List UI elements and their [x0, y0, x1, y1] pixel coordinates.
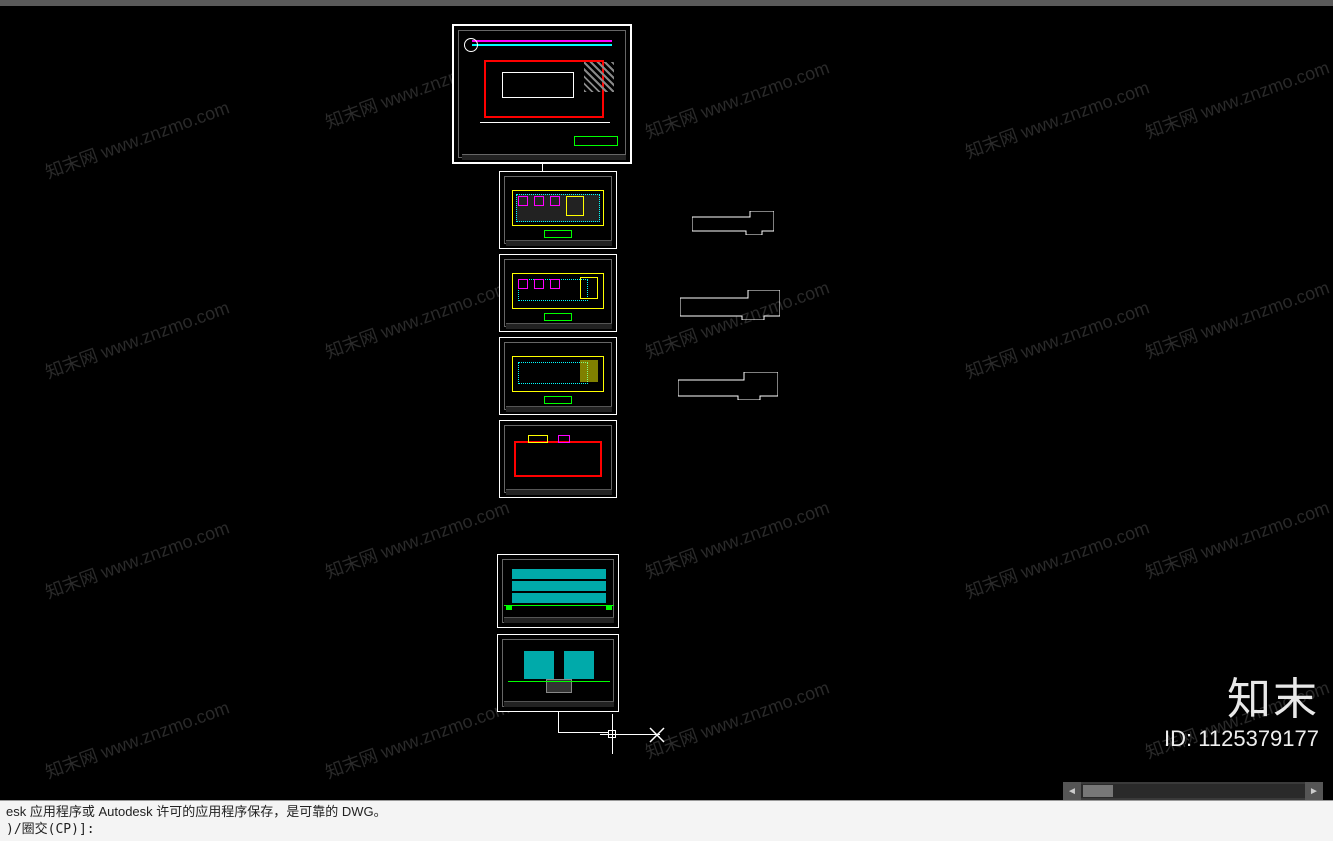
plan-room [534, 279, 544, 289]
scroll-left-button[interactable]: ◄ [1063, 782, 1081, 800]
roof-outline [514, 441, 602, 477]
command-history-line: esk 应用程序或 Autodesk 许可的应用程序保存，是可靠的 DWG。 [6, 803, 1327, 821]
site-building-core [502, 72, 574, 98]
site-hatch [584, 62, 614, 92]
watermark-text: 知末网 www.znzmo.com [1141, 274, 1332, 365]
site-boundary [480, 122, 610, 123]
mass-outline-2 [680, 290, 780, 320]
sheet-floor-plan-2[interactable] [499, 254, 617, 332]
chevron-right-icon: ► [1309, 786, 1319, 797]
watermark-text: 知末网 www.znzmo.com [41, 94, 232, 185]
watermark-text: 知末网 www.znzmo.com [1141, 54, 1332, 145]
watermark-text: 知末网 www.znzmo.com [41, 294, 232, 385]
mass-outline-1 [692, 211, 774, 235]
mass-outline-svg [692, 211, 774, 235]
elev-floor-band [512, 581, 606, 591]
chevron-left-icon: ◄ [1067, 786, 1077, 797]
scrollbar-thumb[interactable] [1083, 785, 1113, 797]
plan-rooms [518, 362, 588, 384]
site-road-line [472, 40, 612, 42]
watermark-text: 知末网 www.znzmo.com [961, 74, 1152, 165]
drawing-canvas-wrap: 知末网 www.znzmo.com知末网 www.znzmo.com知末网 ww… [0, 6, 1333, 800]
roof-unit [558, 435, 570, 443]
elev-section [564, 651, 594, 679]
brand-logo-text: 知末 [1164, 678, 1319, 722]
watermark-text: 知末网 www.znzmo.com [41, 694, 232, 785]
sheet-elevation-2[interactable] [497, 634, 619, 712]
sheet-title-strip [506, 240, 612, 246]
sheet-inner-border [502, 639, 614, 707]
ground-line [504, 605, 614, 606]
plan-title-box [544, 230, 572, 238]
plan-room [518, 279, 528, 289]
plan-stair [566, 196, 584, 216]
plan-title-box [544, 313, 572, 321]
watermark-text: 知末网 www.znzmo.com [321, 494, 512, 585]
site-road-line [472, 44, 612, 46]
sheet-title-strip [506, 406, 612, 412]
watermark-text: 知末网 www.znzmo.com [1141, 494, 1332, 585]
roof-unit [528, 435, 548, 443]
sheet-floor-plan-4[interactable] [499, 420, 617, 498]
watermark-text: 知末网 www.znzmo.com [961, 294, 1152, 385]
connector-line [558, 712, 559, 732]
watermark-text: 知末网 www.znzmo.com [961, 514, 1152, 605]
command-line-panel: esk 应用程序或 Autodesk 许可的应用程序保存，是可靠的 DWG。 )… [0, 800, 1333, 841]
north-arrow-icon [464, 38, 478, 52]
mass-outline-svg [680, 290, 780, 320]
plan-room [534, 196, 544, 206]
tree-icon [506, 606, 512, 610]
sheet-floor-plan-1[interactable] [499, 171, 617, 249]
watermark-text: 知末网 www.znzmo.com [641, 494, 832, 585]
tree-icon [606, 606, 612, 610]
watermark-text: 知末网 www.znzmo.com [641, 674, 832, 765]
watermark-text: 知末网 www.znzmo.com [641, 54, 832, 145]
sheet-site-plan[interactable] [452, 24, 632, 164]
cursor-x-icon [648, 726, 666, 744]
plan-room [518, 196, 528, 206]
plan-highlight [580, 360, 598, 382]
plan-room [550, 279, 560, 289]
elev-section [524, 651, 554, 679]
drawing-canvas[interactable]: 知末网 www.znzmo.com知末网 www.znzmo.com知末网 ww… [0, 6, 1333, 800]
plan-title-box [544, 396, 572, 404]
scroll-right-button[interactable]: ► [1305, 782, 1323, 800]
watermark-text: 知末网 www.znzmo.com [1141, 674, 1332, 765]
connector-line [542, 164, 543, 171]
sheet-floor-plan-3[interactable] [499, 337, 617, 415]
brand-id-text: ID: 1125379177 [1164, 726, 1319, 752]
elev-floor-band [512, 569, 606, 579]
sheet-title-strip [504, 617, 614, 623]
watermark-text: 知末网 www.znzmo.com [321, 274, 512, 365]
command-prompt-line[interactable]: )/圈交(CP)]: [6, 821, 1327, 839]
scrollbar-track[interactable] [1081, 784, 1305, 798]
watermark-brand-overlay: 知末 ID: 1125379177 [1164, 678, 1319, 752]
sheet-title-strip [504, 701, 614, 707]
sheet-title-strip [506, 323, 612, 329]
watermark-text: 知末网 www.znzmo.com [41, 514, 232, 605]
cad-app-window: 知末网 www.znzmo.com知末网 www.znzmo.com知末网 ww… [0, 0, 1333, 841]
sheet-title-strip [462, 154, 626, 160]
ground-line [508, 681, 610, 682]
site-legend-box [574, 136, 618, 146]
canvas-horizontal-scrollbar[interactable]: ◄ ► [1063, 782, 1323, 800]
plan-room [550, 196, 560, 206]
plan-stair [580, 277, 598, 299]
elev-floor-band [512, 593, 606, 603]
mass-outline-3 [678, 372, 778, 400]
watermark-text: 知末网 www.znzmo.com [321, 694, 512, 785]
sheet-title-strip [506, 489, 612, 495]
mass-outline-svg [678, 372, 778, 400]
sheet-elevation-1[interactable] [497, 554, 619, 628]
